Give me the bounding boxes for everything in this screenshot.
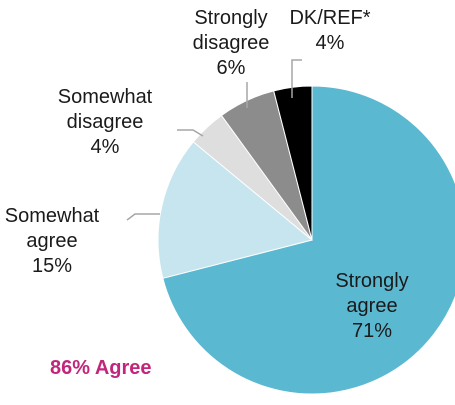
pie-slice-somewhat-1: [157, 141, 314, 279]
leader-line-2: [177, 129, 204, 137]
agree-summary-label: 86% Agree: [50, 357, 152, 379]
slice-label-line: agree: [26, 230, 77, 252]
slice-labels: Strongly agree 71%Somewhat agree 15%Somewhat…: [5, 7, 409, 342]
leader-line-1: [126, 213, 160, 221]
slice-label-line: Somewhat: [58, 86, 153, 108]
slice-label-2: Somewhat disagree 4%: [58, 86, 153, 158]
pie-slice-strongly-0: [162, 85, 455, 395]
slice-label-3: Strongly disagree 6%: [193, 7, 270, 79]
leader-line-4: [291, 59, 302, 98]
slice-label-line: 6%: [217, 57, 246, 79]
slice-label-line: DK/REF*: [289, 7, 370, 29]
slice-label-line: 15%: [32, 255, 72, 277]
slice-label-line: Somewhat: [5, 205, 100, 227]
leader-lines: [126, 59, 302, 221]
slice-label-line: agree: [346, 295, 397, 317]
slice-label-line: disagree: [193, 32, 270, 54]
slice-label-line: 4%: [91, 136, 120, 158]
slice-label-line: disagree: [67, 111, 144, 133]
slice-label-line: 4%: [316, 32, 345, 54]
slice-label-line: Strongly: [194, 7, 267, 29]
slice-label-0: Strongly agree 71%: [335, 270, 408, 342]
pie-slices: [157, 85, 455, 395]
slice-label-1: Somewhat agree 15%: [5, 205, 100, 277]
slice-label-4: DK/REF* 4%: [289, 7, 370, 54]
slice-label-line: Strongly: [335, 270, 408, 292]
slice-label-line: 71%: [352, 320, 392, 342]
